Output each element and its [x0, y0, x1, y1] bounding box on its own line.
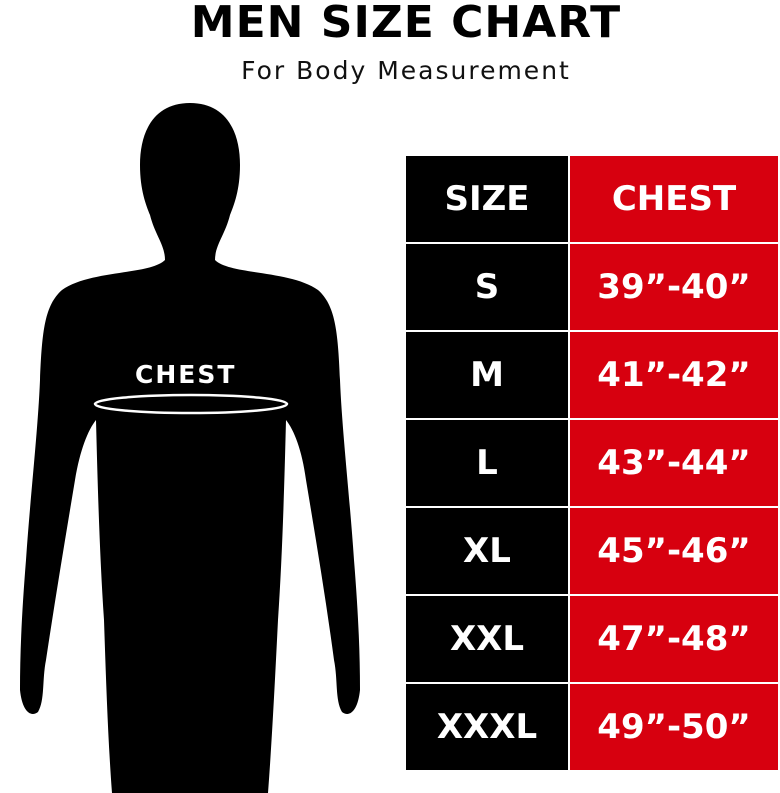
size-cell: S — [406, 244, 568, 330]
page-title: MEN SIZE CHART — [190, 0, 622, 48]
table-row: XXL 47”-48” — [406, 596, 778, 682]
table-row: S 39”-40” — [406, 244, 778, 330]
chest-figure-label: CHEST — [135, 360, 237, 389]
table-row: XL 45”-46” — [406, 508, 778, 594]
size-cell: L — [406, 420, 568, 506]
chest-cell: 39”-40” — [570, 244, 778, 330]
page-subtitle: For Body Measurement — [241, 56, 571, 85]
table-row: L 43”-44” — [406, 420, 778, 506]
header-size: SIZE — [406, 156, 568, 242]
chest-cell: 49”-50” — [570, 684, 778, 770]
size-cell: M — [406, 332, 568, 418]
size-table: SIZE CHEST S 39”-40” M 41”-42” L 43”-44”… — [406, 156, 778, 772]
chest-cell: 45”-46” — [570, 508, 778, 594]
table-header-row: SIZE CHEST — [406, 156, 778, 242]
table-row: XXXL 49”-50” — [406, 684, 778, 770]
chest-cell: 41”-42” — [570, 332, 778, 418]
header-chest: CHEST — [570, 156, 778, 242]
size-cell: XL — [406, 508, 568, 594]
size-cell: XXL — [406, 596, 568, 682]
chest-cell: 43”-44” — [570, 420, 778, 506]
chest-measure-line — [93, 393, 289, 415]
male-silhouette — [20, 103, 360, 793]
size-cell: XXXL — [406, 684, 568, 770]
table-row: M 41”-42” — [406, 332, 778, 418]
chest-cell: 47”-48” — [570, 596, 778, 682]
